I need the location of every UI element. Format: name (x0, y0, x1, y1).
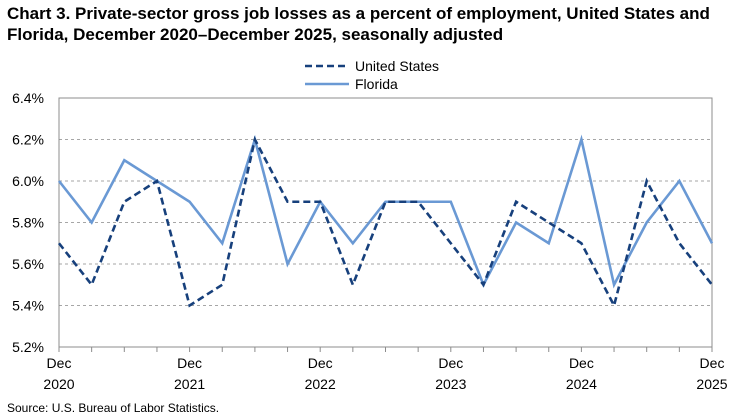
x-tick-label-year: 2025 (696, 376, 727, 392)
series-line-florida (57, 134, 714, 289)
x-tick-label-year: 2021 (174, 376, 205, 392)
x-tick-label-month: Dec (569, 355, 594, 371)
y-tick-label: 5.8% (12, 215, 44, 231)
x-tick-label-year: 2022 (305, 376, 336, 392)
x-tick-label-month: Dec (700, 355, 725, 371)
y-tick-label: 6.2% (12, 132, 44, 148)
legend: United States Florida (305, 58, 439, 92)
x-tick-label-year: 2020 (43, 376, 74, 392)
legend-label-united-states: United States (355, 58, 439, 74)
y-tick-label: 6.4% (12, 90, 44, 106)
source-note: Source: U.S. Bureau of Labor Statistics. (7, 401, 220, 415)
x-tick-label-month: Dec (308, 355, 333, 371)
y-tick-label: 6.0% (12, 173, 44, 189)
axes: 5.2% 5.4% 5.6% 5.8% 6.0% 6.2% 6.4% Dec 2020 Dec 20… (12, 90, 728, 392)
chart-title: Chart 3. Private-sector gross job losses… (7, 4, 710, 44)
x-tick-label-year: 2024 (566, 376, 597, 392)
y-tick-label: 5.6% (12, 256, 44, 272)
y-tick-label: 5.4% (12, 298, 44, 314)
legend-label-florida: Florida (355, 76, 398, 92)
series-line-united-states (57, 135, 714, 310)
x-tick-label-month: Dec (438, 355, 463, 371)
y-tick-label: 5.2% (12, 339, 44, 355)
gridlines (59, 97, 712, 306)
x-tick-label-month: Dec (177, 355, 202, 371)
x-tick-label-month: Dec (47, 355, 72, 371)
series-lines (57, 134, 714, 310)
x-tick-label-year: 2023 (435, 376, 466, 392)
